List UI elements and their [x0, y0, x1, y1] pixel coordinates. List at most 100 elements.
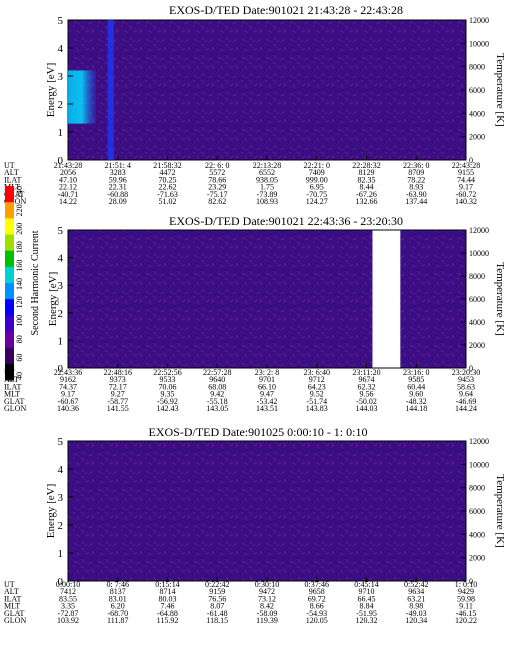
panel-3-ylabel: Energy [eV] — [45, 484, 57, 538]
temperature-tick-label: 2000 — [469, 133, 485, 142]
panel-2-plot-area — [67, 229, 467, 369]
orbit-value: 76.56 — [208, 594, 226, 603]
orbit-value: 9701 — [259, 375, 275, 384]
orbit-value: 111.87 — [107, 616, 128, 625]
temperature-tick-label: 10000 — [469, 39, 489, 48]
orbit-value: 22:43:28 — [452, 161, 480, 170]
orbit-value: -49.03 — [406, 609, 427, 618]
temperature-tick-label: 6000 — [469, 507, 485, 516]
high-intensity-region — [68, 70, 96, 124]
colorbar-tick-label: 140 — [15, 278, 24, 290]
orbit-value: -51.74 — [306, 397, 327, 406]
orbit-row-label: GLON — [4, 404, 26, 413]
temperature-tick-label: 0 — [469, 577, 473, 586]
spectrogram-panel-3: EXOS-D/TED Date:901025 0:00:10 - 1: 0:10… — [4, 425, 505, 625]
orbit-value: 0:00:10 — [56, 580, 80, 589]
colorbar-tick-label: 200 — [15, 223, 24, 235]
orbit-row-label: GLAT — [4, 397, 25, 406]
orbit-value: 143.51 — [256, 404, 278, 413]
orbit-value: 0:37:46 — [305, 580, 329, 589]
colorbar: 40 60 80 100 120 140 160 180 200 220 240 Second Ha… — [5, 186, 41, 381]
orbit-value: 78.22 — [407, 175, 425, 184]
panel-1-highlights — [68, 20, 114, 160]
orbit-value: -51.95 — [356, 609, 377, 618]
energy-tick-label: 4 — [58, 253, 64, 265]
colorbar-swatch — [5, 202, 14, 219]
orbit-value: 8.07 — [210, 602, 224, 611]
colorbar-swatch — [5, 250, 14, 268]
energy-tick-label: 5 — [58, 15, 64, 27]
orbit-value: 21:58:32 — [153, 161, 181, 170]
colorbar-tick-label: 100 — [15, 315, 24, 327]
orbit-value: 142.43 — [157, 404, 179, 413]
orbit-value: -73.89 — [257, 190, 278, 199]
orbit-row-label: UT — [4, 161, 15, 170]
temperature-tick-label: 12000 — [469, 437, 489, 446]
orbit-value: 8137 — [110, 587, 126, 596]
colorbar-swatch — [5, 266, 14, 284]
orbit-value: 22:57:28 — [203, 368, 231, 377]
orbit-row-label: GLON — [4, 616, 26, 625]
orbit-value: -60.88 — [107, 190, 128, 199]
orbit-value: 9.17 — [61, 390, 75, 399]
temperature-tick-label: 6000 — [469, 295, 485, 304]
panel-1-title: EXOS-D/TED Date:901021 21:43:28 - 22:43:… — [169, 3, 403, 17]
orbit-value: 4472 — [160, 168, 176, 177]
orbit-value: 69.72 — [308, 594, 326, 603]
orbit-value: 144.03 — [356, 404, 378, 413]
orbit-value: 23: 2: 8 — [255, 368, 279, 377]
orbit-value: 9585 — [408, 375, 424, 384]
orbit-value: 9373 — [110, 375, 126, 384]
orbit-value: 51.02 — [159, 197, 177, 206]
colorbar-tick-label: 60 — [15, 354, 24, 362]
orbit-value: 9.11 — [459, 602, 473, 611]
orbit-value: 22.12 — [59, 183, 77, 192]
orbit-value: 2056 — [60, 168, 76, 177]
energy-tick-label: 0 — [58, 155, 64, 167]
energy-tick-label: 2 — [58, 99, 64, 111]
panel-2-axes: 0 1 2 3 4 5 0 2000 4000 6000 8000 10000 12000 — [58, 225, 490, 375]
orbit-value: 23:11:20 — [352, 368, 380, 377]
orbit-value: 14.22 — [59, 197, 77, 206]
orbit-value: -55.18 — [207, 397, 228, 406]
orbit-row-label: ILAT — [4, 594, 21, 603]
orbit-value: -71.63 — [157, 190, 178, 199]
colorbar-tick-label: 240 — [15, 186, 24, 198]
orbit-value: 8.84 — [360, 602, 374, 611]
colorbar-swatches — [5, 186, 14, 381]
orbit-value: 9640 — [209, 375, 225, 384]
panel-1-ylabel: Energy [eV] — [45, 63, 57, 117]
orbit-value: 63.21 — [407, 594, 425, 603]
orbit-value: 938.05 — [256, 175, 278, 184]
orbit-row-label: ALT — [4, 587, 19, 596]
spectrogram-panel-1: EXOS-D/TED Date:901021 21:43:28 - 22:43:… — [4, 3, 505, 206]
temperature-tick-label: 0 — [469, 364, 473, 373]
energy-tick-label: 3 — [58, 492, 64, 504]
orbit-value: 62.32 — [358, 382, 376, 391]
orbit-row-label: MLT — [4, 390, 20, 399]
colorbar-tick-label: 160 — [15, 260, 24, 272]
orbit-value: 21:51: 4 — [105, 161, 131, 170]
orbit-value: 60.44 — [407, 382, 425, 391]
orbit-value: 22.62 — [159, 183, 177, 192]
orbit-value: 8709 — [408, 168, 424, 177]
orbit-value: 9162 — [60, 375, 76, 384]
panel-2-ylabel: Energy [eV] — [47, 272, 59, 326]
temperature-tick-label: 6000 — [469, 86, 485, 95]
orbit-value: 0:22:42 — [205, 580, 229, 589]
orbit-value: 0:15:14 — [155, 580, 179, 589]
orbit-value: 7.46 — [161, 602, 175, 611]
orbit-value: 74.37 — [59, 382, 77, 391]
colorbar-tick-label: 180 — [15, 241, 24, 253]
energy-tick-label: 0 — [58, 576, 64, 588]
orbit-value: 124.27 — [306, 197, 328, 206]
orbit-value: 70.25 — [159, 175, 177, 184]
panel-2-title: EXOS-D/TED Date:901021 22:43:36 - 23:20:… — [169, 214, 403, 228]
data-gap — [372, 230, 401, 368]
orbit-value: -75.17 — [207, 190, 228, 199]
energy-tick-label: 2 — [58, 520, 64, 532]
energy-tick-label: 4 — [58, 464, 64, 476]
colorbar-ticks: 40 60 80 100 120 140 160 180 200 220 240 — [15, 186, 24, 380]
